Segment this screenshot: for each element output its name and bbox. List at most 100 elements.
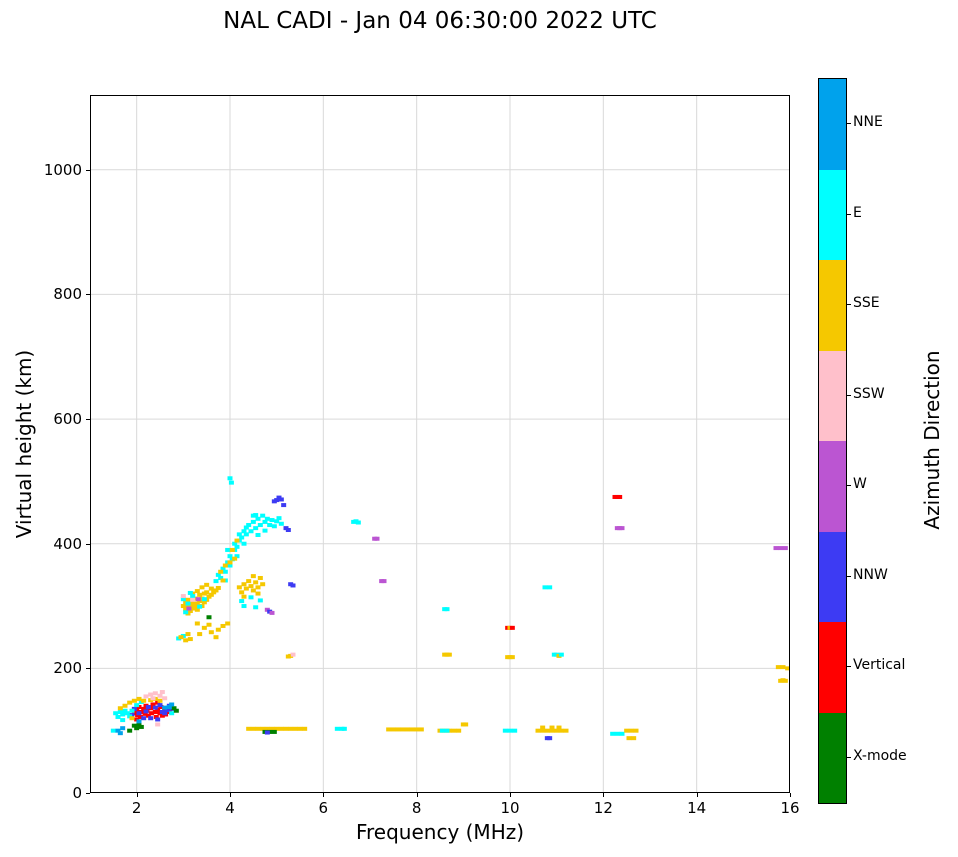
y-tick-mark xyxy=(86,294,90,296)
data-point xyxy=(444,607,450,612)
data-point xyxy=(260,726,266,731)
data-point xyxy=(153,714,159,719)
data-point xyxy=(141,716,147,721)
data-point xyxy=(780,665,786,670)
y-tick-label: 0 xyxy=(72,784,82,802)
data-point xyxy=(138,724,144,729)
data-point xyxy=(194,589,200,594)
x-tick-mark xyxy=(603,793,605,797)
data-point xyxy=(556,725,562,730)
data-point xyxy=(141,698,147,703)
colorbar-segment-sse xyxy=(819,260,846,351)
data-point xyxy=(253,605,259,610)
data-point xyxy=(610,731,616,736)
x-tick-label: 4 xyxy=(225,799,235,817)
data-point xyxy=(285,654,291,659)
data-point xyxy=(204,590,210,595)
data-point xyxy=(131,723,137,728)
data-point xyxy=(549,725,555,730)
y-tick-label: 600 xyxy=(53,410,82,429)
data-point xyxy=(225,547,231,552)
data-point xyxy=(183,638,189,643)
data-point xyxy=(148,692,154,697)
data-point xyxy=(149,711,155,716)
data-point xyxy=(124,711,130,716)
data-point xyxy=(136,711,142,716)
data-point xyxy=(159,690,165,695)
data-point xyxy=(145,704,151,709)
data-point xyxy=(395,727,401,732)
data-point xyxy=(409,727,415,732)
data-point xyxy=(194,607,200,612)
data-point xyxy=(444,728,450,733)
data-point xyxy=(246,579,252,584)
data-point xyxy=(150,702,156,707)
data-point xyxy=(241,582,247,587)
data-point xyxy=(255,585,261,590)
data-point xyxy=(243,532,249,537)
data-point xyxy=(208,592,214,597)
data-point xyxy=(150,696,156,701)
data-point xyxy=(278,521,284,526)
data-point xyxy=(234,538,240,543)
data-point xyxy=(239,535,245,540)
data-point xyxy=(283,726,289,731)
data-point xyxy=(137,714,143,719)
data-point xyxy=(234,554,240,559)
data-point xyxy=(264,730,270,735)
data-point xyxy=(253,513,259,518)
data-point xyxy=(229,547,235,552)
x-tick-label: 16 xyxy=(780,799,800,817)
data-point xyxy=(509,655,515,660)
data-point xyxy=(290,583,296,588)
data-point xyxy=(512,728,518,733)
data-point xyxy=(234,544,240,549)
data-point xyxy=(250,726,256,731)
scatter-canvas xyxy=(90,95,791,794)
data-point xyxy=(250,588,256,593)
data-point xyxy=(141,706,147,711)
chart-title: NAL CADI - Jan 04 06:30:00 2022 UTC xyxy=(223,8,657,34)
data-point xyxy=(255,532,261,537)
data-point xyxy=(145,713,151,718)
data-point xyxy=(255,726,261,731)
data-point xyxy=(194,621,200,626)
data-point xyxy=(285,528,291,533)
data-point xyxy=(155,722,161,727)
data-point xyxy=(267,523,273,528)
data-point xyxy=(201,597,207,602)
data-point xyxy=(624,728,630,733)
data-point xyxy=(246,726,252,731)
data-point xyxy=(563,728,569,733)
data-point xyxy=(218,575,224,580)
colorbar-segment-ssw xyxy=(819,350,846,441)
data-point xyxy=(213,588,219,593)
data-point xyxy=(257,598,263,603)
data-point xyxy=(122,703,128,708)
data-point xyxy=(136,696,142,701)
data-point xyxy=(248,595,254,600)
data-point xyxy=(241,529,247,534)
data-point xyxy=(134,726,140,731)
colorbar-category-label: SSW xyxy=(853,385,885,402)
data-point xyxy=(155,717,161,722)
data-point xyxy=(171,706,177,711)
data-point xyxy=(117,706,123,711)
data-point xyxy=(115,714,121,719)
data-point xyxy=(255,516,261,521)
x-tick-mark xyxy=(323,793,325,797)
colorbar xyxy=(818,78,847,804)
colorbar-tick xyxy=(847,485,851,487)
colorbar-tick xyxy=(847,756,851,758)
data-point xyxy=(127,700,133,705)
data-point xyxy=(334,726,340,731)
y-tick-mark xyxy=(86,668,90,670)
x-tick-mark xyxy=(790,793,791,797)
data-point xyxy=(257,575,263,580)
data-point xyxy=(227,563,233,568)
data-point xyxy=(341,726,347,731)
data-point xyxy=(136,719,142,724)
data-point xyxy=(232,541,238,546)
data-point xyxy=(143,694,149,699)
data-point xyxy=(248,529,254,534)
